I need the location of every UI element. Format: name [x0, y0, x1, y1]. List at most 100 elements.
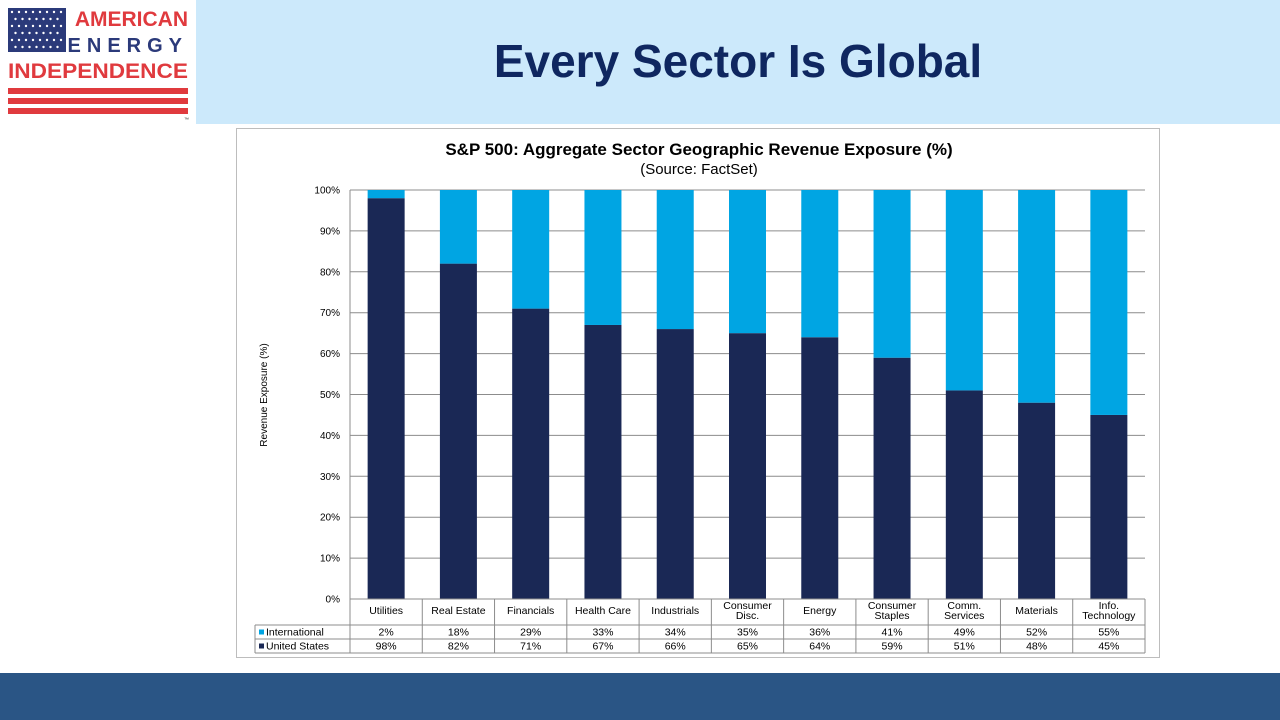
flag-star: [45, 38, 49, 42]
y-tick-label: 20%: [320, 513, 340, 524]
bar-united-states: [584, 324, 622, 599]
flag-star: [21, 17, 24, 21]
flag-star: [59, 10, 63, 14]
flag-star: [10, 24, 14, 28]
y-tick-label: 60%: [320, 349, 340, 360]
logo-line-1: AMERICAN: [75, 8, 188, 31]
bar-international: [512, 190, 550, 309]
legend-label-united-states: United States: [266, 641, 329, 653]
brand-logo: AMERICAN ENERGY INDEPENDENCE ™: [0, 0, 196, 124]
flag-star: [14, 17, 17, 21]
flag-star: [14, 45, 17, 49]
flag-star: [49, 17, 52, 21]
flag-star: [42, 45, 45, 49]
data-label: 2%: [379, 627, 394, 639]
x-category-label: Energy: [803, 605, 837, 617]
flag-star: [10, 38, 14, 42]
data-label: 71%: [520, 641, 541, 653]
flag-star: [56, 45, 59, 49]
header-band: [196, 0, 1280, 124]
chart-subtitle: (Source: FactSet): [640, 161, 758, 178]
logo-line-3: INDEPENDENCE: [8, 60, 188, 83]
bar-united-states: [1090, 414, 1128, 599]
y-tick-label: 70%: [320, 308, 340, 319]
flag-star: [56, 17, 59, 21]
x-category-label: Info.: [1099, 600, 1119, 612]
legend-key-united-states: [259, 643, 264, 649]
flag-star: [45, 24, 49, 28]
flag-star: [24, 24, 28, 28]
flag-star: [59, 38, 63, 42]
data-label: 18%: [448, 627, 469, 639]
page-title: Every Sector Is Global: [493, 35, 983, 87]
flag-star: [21, 31, 24, 35]
data-label: 35%: [737, 627, 758, 639]
flag-star: [56, 31, 59, 35]
x-category-label: Real Estate: [431, 605, 485, 617]
logo-line-2: ENERGY: [68, 35, 188, 57]
data-label: 45%: [1098, 641, 1119, 653]
flag-star: [42, 31, 45, 35]
flag-stripe: [8, 108, 188, 114]
flag-star: [35, 45, 38, 49]
bar-united-states: [367, 198, 405, 599]
flag-star: [24, 10, 28, 14]
y-tick-label: 10%: [320, 554, 340, 565]
data-label: 52%: [1026, 627, 1047, 639]
flag-star: [28, 31, 31, 35]
y-tick-label: 0%: [326, 595, 341, 606]
x-category-label: Comm.: [947, 600, 981, 612]
x-category-label: Health Care: [575, 605, 631, 617]
x-category-label: Services: [944, 610, 984, 622]
flag-star: [31, 38, 35, 42]
y-tick-label: 100%: [314, 186, 340, 197]
data-label: 29%: [520, 627, 541, 639]
bar-international: [367, 190, 405, 199]
stacked-bar-chart: S&P 500: Aggregate Sector Geographic Rev…: [254, 140, 1146, 654]
data-label: 98%: [376, 641, 397, 653]
x-category-label: Staples: [875, 610, 910, 622]
y-tick-label: 90%: [320, 226, 340, 237]
data-label: 55%: [1098, 627, 1119, 639]
data-label: 41%: [882, 627, 903, 639]
bar-united-states: [656, 329, 694, 599]
bar-international: [656, 190, 694, 330]
bar-international: [729, 190, 766, 334]
y-tick-label: 30%: [320, 472, 340, 483]
x-category-label: Consumer: [868, 600, 917, 612]
bar-international: [873, 190, 911, 358]
flag-stripe: [8, 98, 188, 104]
bar-united-states: [512, 308, 550, 599]
flag-stripe: [8, 88, 188, 94]
flag-star: [42, 17, 45, 21]
y-tick-label: 40%: [320, 431, 340, 442]
flag-star: [35, 31, 38, 35]
x-category-label: Disc.: [736, 610, 759, 622]
data-label: 67%: [592, 641, 613, 653]
flag-star: [28, 45, 31, 49]
flag-star: [45, 10, 49, 14]
flag-star: [52, 24, 56, 28]
bar-international: [801, 190, 839, 338]
data-label: 34%: [665, 627, 686, 639]
chart-title: S&P 500: Aggregate Sector Geographic Rev…: [445, 140, 952, 159]
chart-frame: S&P 500: Aggregate Sector Geographic Rev…: [236, 128, 1160, 658]
x-category-label: Technology: [1082, 610, 1136, 622]
logo-trademark: ™: [184, 117, 189, 123]
flag-star: [21, 45, 24, 49]
flag-canton-icon: [8, 8, 66, 52]
x-category-label: Financials: [507, 605, 554, 617]
x-category-label: Industrials: [651, 605, 699, 617]
bar-united-states: [729, 333, 766, 599]
data-label: 66%: [665, 641, 686, 653]
flag-star: [31, 24, 35, 28]
bar-international: [1018, 190, 1056, 403]
bar-international: [1090, 190, 1128, 415]
data-label: 59%: [882, 641, 903, 653]
flag-star: [10, 10, 14, 14]
data-label: 65%: [737, 641, 758, 653]
flag-star: [59, 24, 63, 28]
bar-united-states: [1018, 402, 1056, 599]
legend-label-international: International: [266, 627, 324, 639]
flag-star: [35, 17, 38, 21]
